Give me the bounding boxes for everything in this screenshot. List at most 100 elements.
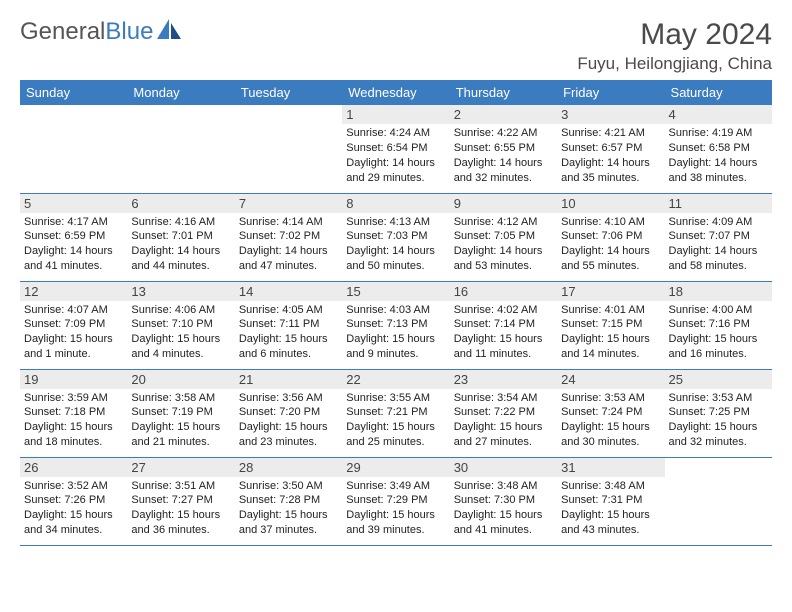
- calendar-cell: 11Sunrise: 4:09 AMSunset: 7:07 PMDayligh…: [665, 193, 772, 281]
- daylight-text: Daylight: 15 hours and 18 minutes.: [24, 420, 123, 450]
- daylight-text: Daylight: 14 hours and 35 minutes.: [561, 156, 660, 186]
- day-number: 9: [450, 194, 557, 213]
- day-details: Sunrise: 4:19 AMSunset: 6:58 PMDaylight:…: [669, 126, 768, 185]
- sunrise-text: Sunrise: 3:59 AM: [24, 391, 123, 406]
- daylight-text: Daylight: 15 hours and 34 minutes.: [24, 508, 123, 538]
- calendar-cell: 1 Sunrise: 4:24 AMSunset: 6:54 PMDaylight…: [342, 105, 449, 193]
- sunrise-text: Sunrise: 4:13 AM: [346, 215, 445, 230]
- daylight-text: Daylight: 15 hours and 16 minutes.: [669, 332, 768, 362]
- day-details: Sunrise: 4:12 AMSunset: 7:05 PMDaylight:…: [454, 215, 553, 274]
- daylight-text: Daylight: 14 hours and 41 minutes.: [24, 244, 123, 274]
- calendar-table: Sunday Monday Tuesday Wednesday Thursday…: [20, 80, 772, 546]
- day-details: Sunrise: 4:24 AMSunset: 6:54 PMDaylight:…: [346, 126, 445, 185]
- daylight-text: Daylight: 15 hours and 43 minutes.: [561, 508, 660, 538]
- calendar-row: 5Sunrise: 4:17 AMSunset: 6:59 PMDaylight…: [20, 193, 772, 281]
- sunset-text: Sunset: 7:11 PM: [239, 317, 338, 332]
- day-details: Sunrise: 3:53 AMSunset: 7:25 PMDaylight:…: [669, 391, 768, 450]
- calendar-cell: 7Sunrise: 4:14 AMSunset: 7:02 PMDaylight…: [235, 193, 342, 281]
- sunset-text: Sunset: 7:19 PM: [131, 405, 230, 420]
- daylight-text: Daylight: 15 hours and 1 minute.: [24, 332, 123, 362]
- day-number: 16: [450, 282, 557, 301]
- calendar-cell: 6Sunrise: 4:16 AMSunset: 7:01 PMDaylight…: [127, 193, 234, 281]
- logo-text-general: General: [20, 18, 105, 45]
- calendar-row: 19Sunrise: 3:59 AMSunset: 7:18 PMDayligh…: [20, 369, 772, 457]
- day-details: Sunrise: 3:58 AMSunset: 7:19 PMDaylight:…: [131, 391, 230, 450]
- calendar-cell: 18Sunrise: 4:00 AMSunset: 7:16 PMDayligh…: [665, 281, 772, 369]
- calendar-cell: [235, 105, 342, 193]
- calendar-head: Sunday Monday Tuesday Wednesday Thursday…: [20, 80, 772, 105]
- sunrise-text: Sunrise: 4:00 AM: [669, 303, 768, 318]
- sunset-text: Sunset: 7:25 PM: [669, 405, 768, 420]
- calendar-cell: 19Sunrise: 3:59 AMSunset: 7:18 PMDayligh…: [20, 369, 127, 457]
- sunset-text: Sunset: 7:31 PM: [561, 493, 660, 508]
- daylight-text: Daylight: 15 hours and 27 minutes.: [454, 420, 553, 450]
- day-details: Sunrise: 3:48 AMSunset: 7:31 PMDaylight:…: [561, 479, 660, 538]
- sunset-text: Sunset: 7:27 PM: [131, 493, 230, 508]
- sunset-text: Sunset: 7:01 PM: [131, 229, 230, 244]
- sunset-text: Sunset: 6:58 PM: [669, 141, 768, 156]
- daylight-text: Daylight: 14 hours and 53 minutes.: [454, 244, 553, 274]
- sunrise-text: Sunrise: 4:21 AM: [561, 126, 660, 141]
- day-details: Sunrise: 3:49 AMSunset: 7:29 PMDaylight:…: [346, 479, 445, 538]
- sunrise-text: Sunrise: 4:24 AM: [346, 126, 445, 141]
- sunrise-text: Sunrise: 4:07 AM: [24, 303, 123, 318]
- calendar-cell: 21Sunrise: 3:56 AMSunset: 7:20 PMDayligh…: [235, 369, 342, 457]
- day-details: Sunrise: 3:56 AMSunset: 7:20 PMDaylight:…: [239, 391, 338, 450]
- sunset-text: Sunset: 7:05 PM: [454, 229, 553, 244]
- day-number: 30: [450, 458, 557, 477]
- daylight-text: Daylight: 15 hours and 9 minutes.: [346, 332, 445, 362]
- weekday-header: Monday: [127, 80, 234, 105]
- sunset-text: Sunset: 7:10 PM: [131, 317, 230, 332]
- sunrise-text: Sunrise: 3:48 AM: [561, 479, 660, 494]
- sunset-text: Sunset: 7:02 PM: [239, 229, 338, 244]
- day-details: Sunrise: 4:21 AMSunset: 6:57 PMDaylight:…: [561, 126, 660, 185]
- daylight-text: Daylight: 15 hours and 6 minutes.: [239, 332, 338, 362]
- day-number: 27: [127, 458, 234, 477]
- day-details: Sunrise: 3:54 AMSunset: 7:22 PMDaylight:…: [454, 391, 553, 450]
- day-number: 1: [342, 105, 449, 124]
- daylight-text: Daylight: 15 hours and 4 minutes.: [131, 332, 230, 362]
- calendar-cell: 28Sunrise: 3:50 AMSunset: 7:28 PMDayligh…: [235, 457, 342, 545]
- month-title: May 2024: [577, 18, 772, 52]
- calendar-cell: 29Sunrise: 3:49 AMSunset: 7:29 PMDayligh…: [342, 457, 449, 545]
- daylight-text: Daylight: 14 hours and 47 minutes.: [239, 244, 338, 274]
- daylight-text: Daylight: 14 hours and 50 minutes.: [346, 244, 445, 274]
- sunset-text: Sunset: 7:07 PM: [669, 229, 768, 244]
- day-number: 11: [665, 194, 772, 213]
- daylight-text: Daylight: 14 hours and 29 minutes.: [346, 156, 445, 186]
- logo-text: GeneralBlue: [20, 18, 153, 46]
- daylight-text: Daylight: 15 hours and 14 minutes.: [561, 332, 660, 362]
- sunrise-text: Sunrise: 4:02 AM: [454, 303, 553, 318]
- day-details: Sunrise: 4:16 AMSunset: 7:01 PMDaylight:…: [131, 215, 230, 274]
- sunrise-text: Sunrise: 4:10 AM: [561, 215, 660, 230]
- day-number: 10: [557, 194, 664, 213]
- sunset-text: Sunset: 7:15 PM: [561, 317, 660, 332]
- sunrise-text: Sunrise: 3:54 AM: [454, 391, 553, 406]
- logo-text-blue: Blue: [105, 18, 153, 45]
- calendar-cell: 26Sunrise: 3:52 AMSunset: 7:26 PMDayligh…: [20, 457, 127, 545]
- sunset-text: Sunset: 7:16 PM: [669, 317, 768, 332]
- day-number: 31: [557, 458, 664, 477]
- day-number: 25: [665, 370, 772, 389]
- day-details: Sunrise: 4:02 AMSunset: 7:14 PMDaylight:…: [454, 303, 553, 362]
- day-details: Sunrise: 4:07 AMSunset: 7:09 PMDaylight:…: [24, 303, 123, 362]
- day-number: 12: [20, 282, 127, 301]
- sunset-text: Sunset: 6:59 PM: [24, 229, 123, 244]
- sunset-text: Sunset: 7:22 PM: [454, 405, 553, 420]
- sunrise-text: Sunrise: 4:19 AM: [669, 126, 768, 141]
- sunset-text: Sunset: 7:09 PM: [24, 317, 123, 332]
- daylight-text: Daylight: 15 hours and 41 minutes.: [454, 508, 553, 538]
- daylight-text: Daylight: 15 hours and 32 minutes.: [669, 420, 768, 450]
- calendar-cell: 3Sunrise: 4:21 AMSunset: 6:57 PMDaylight…: [557, 105, 664, 193]
- sunset-text: Sunset: 7:26 PM: [24, 493, 123, 508]
- daylight-text: Daylight: 14 hours and 38 minutes.: [669, 156, 768, 186]
- weekday-header: Saturday: [665, 80, 772, 105]
- sunset-text: Sunset: 7:03 PM: [346, 229, 445, 244]
- daylight-text: Daylight: 15 hours and 21 minutes.: [131, 420, 230, 450]
- day-details: Sunrise: 4:00 AMSunset: 7:16 PMDaylight:…: [669, 303, 768, 362]
- day-details: Sunrise: 3:53 AMSunset: 7:24 PMDaylight:…: [561, 391, 660, 450]
- day-number: 4: [665, 105, 772, 124]
- sunrise-text: Sunrise: 3:53 AM: [669, 391, 768, 406]
- weekday-header: Sunday: [20, 80, 127, 105]
- calendar-cell: 5Sunrise: 4:17 AMSunset: 6:59 PMDaylight…: [20, 193, 127, 281]
